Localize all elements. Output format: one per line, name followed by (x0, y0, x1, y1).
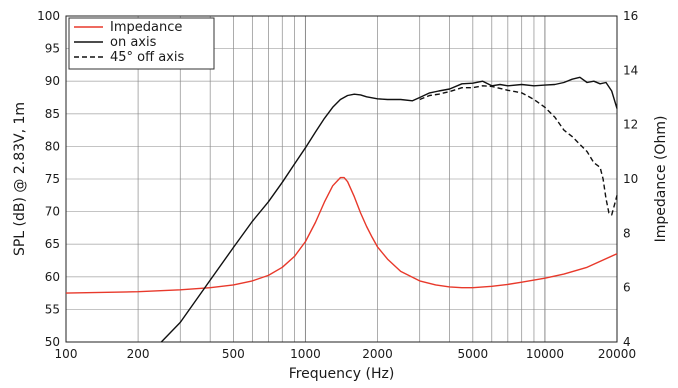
y2-tick-label: 16 (623, 9, 638, 23)
y-tick-label: 95 (45, 42, 60, 56)
y2-tick-label: 14 (623, 63, 638, 77)
y-tick-label: 100 (37, 9, 60, 23)
axis-ticks: 100 200 500 1000 2000 5000 10000 20000 50 55 60 65 7… (37, 9, 638, 361)
y-tick-label: 55 (45, 302, 60, 316)
y-tick-label: 90 (45, 74, 60, 88)
y2-tick-label: 10 (623, 172, 638, 186)
y-tick-label: 60 (45, 270, 60, 284)
y-tick-label: 75 (45, 172, 60, 186)
x-tick-label: 10000 (526, 347, 564, 361)
impedance-line (65, 176, 618, 294)
y2-tick-label: 12 (623, 118, 638, 132)
x-axis-title: Frequency (Hz) (289, 366, 395, 382)
legend-box (68, 17, 215, 70)
y-tick-label: 50 (45, 335, 60, 349)
x-tick-label: 1000 (290, 347, 321, 361)
y-tick-label: 65 (45, 237, 60, 251)
y-tick-label: 85 (45, 107, 60, 121)
x-tick-label: 20000 (598, 347, 636, 361)
y-axis-title: SPL (dB) @ 2.83V, 1m (12, 102, 28, 256)
plot-frame (65, 15, 618, 343)
series-lines (65, 76, 618, 343)
x-tick-label: 200 (127, 347, 150, 361)
x-tick-label: 5000 (458, 347, 489, 361)
legend-label-on-axis: on axis (110, 35, 157, 50)
y2-tick-label: 8 (623, 226, 631, 240)
x-tick-label: 2000 (362, 347, 393, 361)
y2-tick-label: 6 (623, 281, 631, 295)
x-tick-label: 100 (55, 347, 78, 361)
y-tick-label: 80 (45, 139, 60, 153)
x-tick-label: 500 (222, 347, 245, 361)
y2-tick-label: 4 (623, 335, 631, 349)
y2-axis-title: Impedance (Ohm) (653, 116, 669, 243)
legend: Impedance on axis 45° off axis (68, 17, 215, 70)
off-axis-line (419, 85, 618, 216)
on-axis-line (160, 76, 618, 343)
y-tick-label: 70 (45, 205, 60, 219)
legend-label-off-axis: 45° off axis (110, 50, 184, 65)
legend-label-impedance: Impedance (110, 20, 182, 35)
